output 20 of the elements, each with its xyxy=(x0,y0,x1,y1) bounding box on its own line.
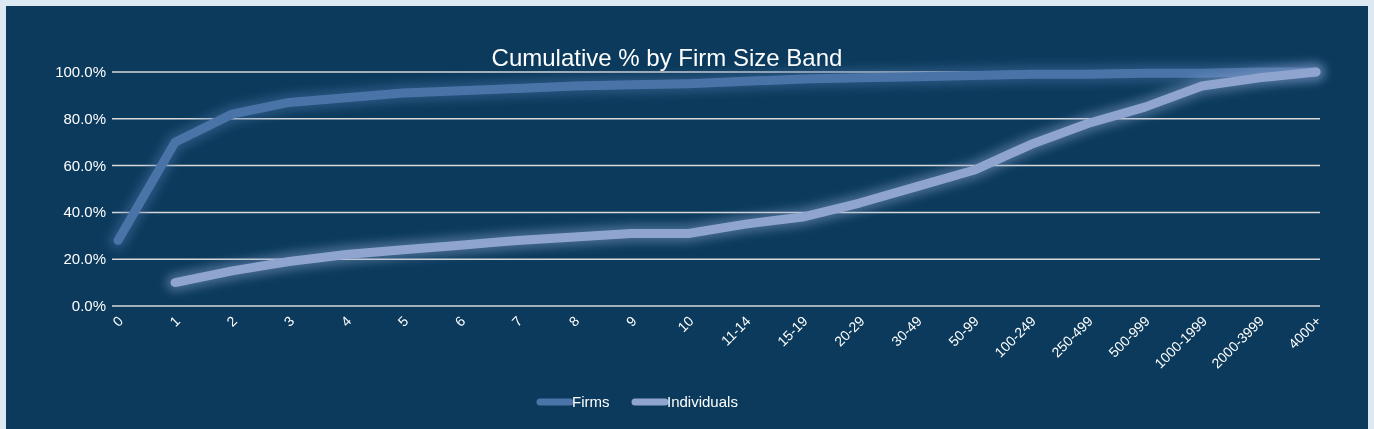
x-tick-label: 3 xyxy=(280,312,298,330)
y-tick-label: 20.0% xyxy=(63,250,106,268)
x-tick-label: 9 xyxy=(622,312,640,330)
y-tick-label: 80.0% xyxy=(63,109,106,127)
y-tick-label: 100.0% xyxy=(55,63,106,80)
y-tick-label: 60.0% xyxy=(63,156,106,174)
x-tick-label: 7 xyxy=(508,312,526,330)
x-tick-label: 10 xyxy=(674,312,697,336)
legend-label: Firms xyxy=(572,393,610,410)
x-tick-label: 8 xyxy=(565,312,583,330)
chart-title: Cumulative % by Firm Size Band xyxy=(491,44,843,71)
x-tick-label: 4 xyxy=(337,312,355,330)
x-tick-label: 1 xyxy=(166,312,184,330)
legend-label: Individuals xyxy=(667,393,738,410)
x-tick-label: 6 xyxy=(451,312,469,330)
x-tick-label: 5 xyxy=(394,312,412,330)
x-tick-label: 2 xyxy=(223,312,241,330)
y-tick-label: 0.0% xyxy=(71,297,106,314)
x-tick-label: 0 xyxy=(109,312,127,330)
y-tick-label: 40.0% xyxy=(63,203,106,221)
